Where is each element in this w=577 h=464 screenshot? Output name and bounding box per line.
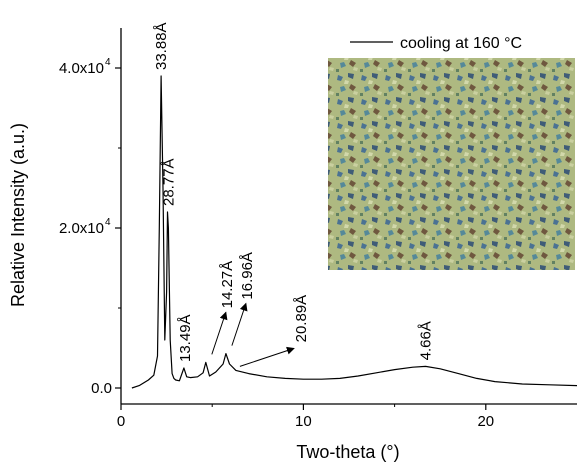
y-tick-label: 0.0 (91, 380, 112, 397)
peak-label: 16.96Å (239, 252, 256, 300)
annotation-arrow (239, 346, 295, 367)
peak-label: 33.88Å (153, 22, 170, 70)
plot-frame (120, 28, 577, 405)
peak-annotations: 33.88Å 28.77Å 13.49Å 14.27Å 16.96Å 20.89Å 4.66… (153, 22, 435, 367)
xrd-series-line (131, 75, 577, 389)
series-layer (131, 75, 577, 389)
annotation-arrow (211, 311, 228, 355)
micrograph-image (328, 58, 575, 270)
annotation-arrow (231, 302, 248, 346)
peak-label: 4.66Å (418, 321, 435, 360)
legend: cooling at 160 °C (350, 35, 522, 52)
x-tick-label: 20 (477, 413, 494, 430)
micrograph-inset (328, 58, 575, 270)
peak-label: 28.77Å (160, 158, 177, 206)
axis-ticks (115, 67, 487, 410)
y-tick-label: 4.0x10 (59, 60, 104, 77)
peak-label: 13.49Å (177, 314, 194, 362)
legend-label: cooling at 160 °C (400, 35, 522, 52)
micrograph-shade (328, 58, 575, 270)
peak-label: 14.27Å (219, 261, 236, 309)
tick-labels: 0 10 200.02.0x10 44.0x10 4 (59, 57, 494, 430)
x-tick-label: 10 (295, 413, 312, 430)
x-tick-label: 0 (117, 413, 125, 430)
peak-label: 20.89Å (293, 295, 310, 343)
y-tick-label: 2.0x10 (59, 220, 104, 237)
y-tick-exponent: 4 (105, 217, 111, 228)
y-axis-title: Relative Intensity (a.u.) (8, 123, 28, 307)
y-tick-exponent: 4 (105, 57, 111, 68)
x-axis-title: Two-theta (°) (296, 442, 399, 462)
